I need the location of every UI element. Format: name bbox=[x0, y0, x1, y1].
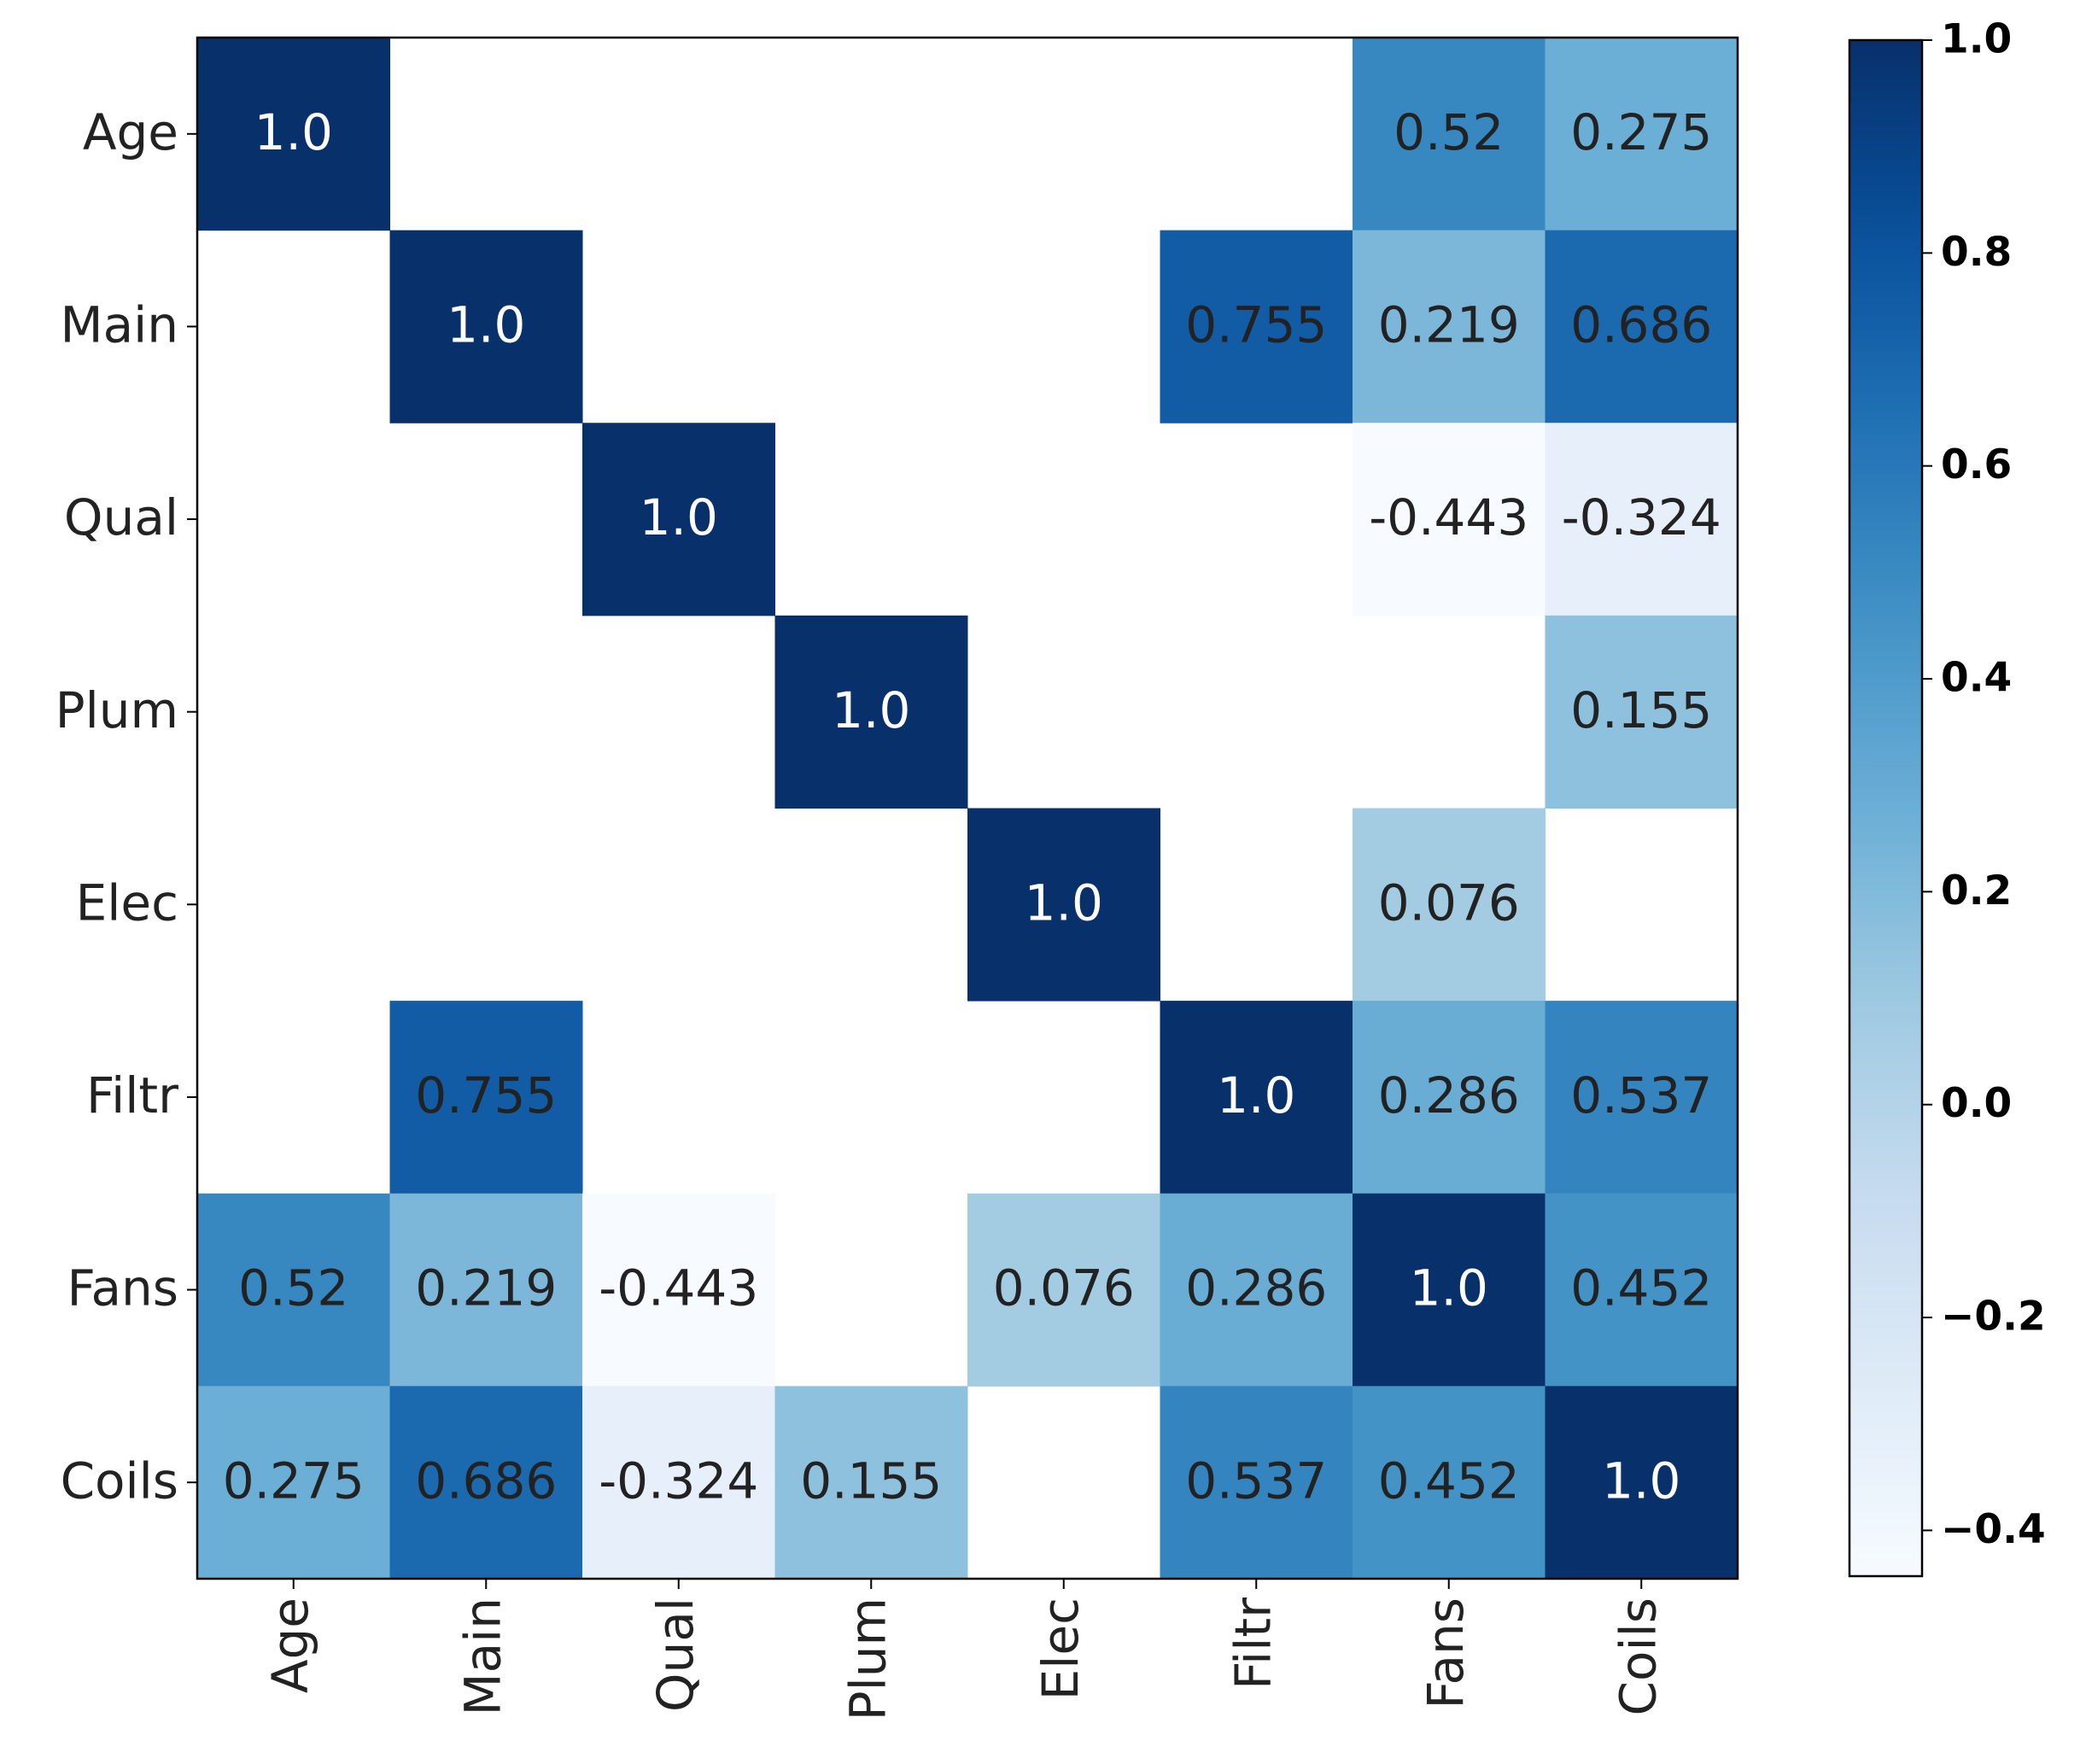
cell-label: 1.0 bbox=[1410, 1259, 1488, 1317]
heatmap-cell bbox=[582, 1386, 775, 1580]
cell-label: 1.0 bbox=[1025, 873, 1103, 932]
heatmap-cell bbox=[1353, 230, 1546, 423]
heatmap-cell bbox=[1160, 1001, 1353, 1194]
y-tick-label: Age bbox=[83, 103, 178, 161]
heatmap-cell bbox=[1545, 1001, 1738, 1194]
heatmap-cell bbox=[1353, 1193, 1546, 1387]
cell-label: 0.686 bbox=[1570, 296, 1712, 354]
heatmap-cell bbox=[197, 38, 390, 231]
cell-label: 0.755 bbox=[415, 1066, 557, 1124]
heatmap-cell bbox=[1353, 1386, 1546, 1580]
heatmap-cell bbox=[1160, 1386, 1353, 1580]
y-tick-label: Plum bbox=[56, 681, 178, 739]
heatmap-cell bbox=[1545, 1386, 1738, 1580]
cell-label: -0.443 bbox=[1369, 488, 1528, 546]
cell-label: 0.076 bbox=[993, 1259, 1135, 1317]
heatmap-cell bbox=[197, 1386, 390, 1580]
cell-label: 1.0 bbox=[1217, 1066, 1295, 1124]
heatmap-cell bbox=[389, 230, 583, 423]
cell-label: 0.452 bbox=[1570, 1259, 1712, 1317]
cell-label: 1.0 bbox=[640, 488, 718, 546]
y-tick-label: Elec bbox=[76, 873, 178, 932]
heatmap-cell bbox=[1545, 38, 1738, 231]
cell-label: 0.755 bbox=[1185, 296, 1327, 354]
heatmap-cell bbox=[774, 1386, 968, 1580]
cell-label: 1.0 bbox=[254, 103, 333, 161]
heatmap-cell bbox=[1545, 1193, 1738, 1387]
heatmap-cell bbox=[197, 1193, 390, 1387]
heatmap-cell bbox=[582, 1193, 775, 1387]
colorbar-tick-label: 0.6 bbox=[1941, 441, 2012, 488]
heatmap-cell bbox=[967, 1193, 1160, 1387]
cell-label: 1.0 bbox=[1602, 1452, 1680, 1510]
heatmap-cell bbox=[1160, 230, 1353, 423]
heatmap-cell bbox=[1353, 1001, 1546, 1194]
cell-label: -0.324 bbox=[1562, 488, 1721, 546]
heatmap-cell bbox=[1353, 808, 1546, 1002]
heatmap-cell bbox=[1353, 423, 1546, 616]
cell-label: 0.219 bbox=[415, 1259, 557, 1317]
cell-label: 0.286 bbox=[1378, 1066, 1520, 1124]
cell-label: 0.155 bbox=[1570, 681, 1712, 739]
heatmap-cell bbox=[389, 1193, 583, 1387]
colorbar-tick-label: 1.0 bbox=[1941, 16, 2012, 63]
cell-label: 0.52 bbox=[1394, 103, 1504, 161]
cell-label: 0.452 bbox=[1378, 1452, 1520, 1510]
heatmap-cell bbox=[1353, 38, 1546, 231]
y-tick-label: Fans bbox=[67, 1259, 178, 1317]
heatmap-cell bbox=[389, 1001, 583, 1194]
cell-label: 0.537 bbox=[1570, 1066, 1712, 1124]
cell-label: -0.324 bbox=[599, 1452, 758, 1510]
x-tick-label: Fans bbox=[1417, 1598, 1475, 1709]
heatmap-cell bbox=[1545, 230, 1738, 423]
x-tick-label: Qual bbox=[646, 1598, 704, 1712]
cell-label: 1.0 bbox=[447, 296, 525, 354]
cell-label: 0.537 bbox=[1185, 1452, 1327, 1510]
colorbar bbox=[1848, 38, 1924, 1578]
y-tick-label: Qual bbox=[64, 488, 178, 546]
x-tick-label: Elec bbox=[1031, 1598, 1090, 1700]
colorbar-tick-label: 0.8 bbox=[1941, 229, 2012, 276]
cell-label: -0.443 bbox=[599, 1259, 758, 1317]
colorbar-tick-label: 0.2 bbox=[1941, 867, 2012, 914]
x-tick-label: Age bbox=[261, 1598, 319, 1693]
cell-label: 0.076 bbox=[1378, 873, 1520, 932]
heatmap-cell bbox=[389, 1386, 583, 1580]
y-tick-label: Main bbox=[61, 296, 178, 354]
x-tick-label: Plum bbox=[838, 1598, 897, 1720]
heatmap-cell bbox=[1160, 1193, 1353, 1387]
y-tick-label: Filtr bbox=[86, 1066, 178, 1124]
heatmap-cell bbox=[1545, 615, 1738, 809]
cell-label: 0.52 bbox=[238, 1259, 348, 1317]
x-tick-label: Main bbox=[453, 1598, 511, 1715]
heatmap-cell bbox=[774, 615, 968, 809]
plot-frame bbox=[196, 36, 1739, 1580]
heatmap-cell bbox=[582, 423, 775, 616]
y-tick-label: Coils bbox=[61, 1452, 178, 1510]
cell-label: 0.686 bbox=[415, 1452, 557, 1510]
cell-label: 0.155 bbox=[800, 1452, 942, 1510]
colorbar-tick-label: 0.4 bbox=[1941, 655, 2012, 702]
colorbar-tick-label: −0.4 bbox=[1941, 1506, 2046, 1553]
x-tick-label: Filtr bbox=[1224, 1598, 1282, 1690]
cell-label: 0.275 bbox=[1570, 103, 1712, 161]
colorbar-tick-label: 0.0 bbox=[1941, 1080, 2012, 1127]
cell-label: 1.0 bbox=[832, 681, 910, 739]
cell-label: 0.275 bbox=[223, 1452, 365, 1510]
x-tick-label: Coils bbox=[1609, 1598, 1667, 1715]
cell-label: 0.219 bbox=[1378, 296, 1520, 354]
heatmap-cell bbox=[967, 808, 1160, 1002]
heatmap-cell bbox=[1545, 423, 1738, 616]
cell-label: 0.286 bbox=[1185, 1259, 1327, 1317]
colorbar-tick-label: −0.2 bbox=[1941, 1294, 2046, 1341]
